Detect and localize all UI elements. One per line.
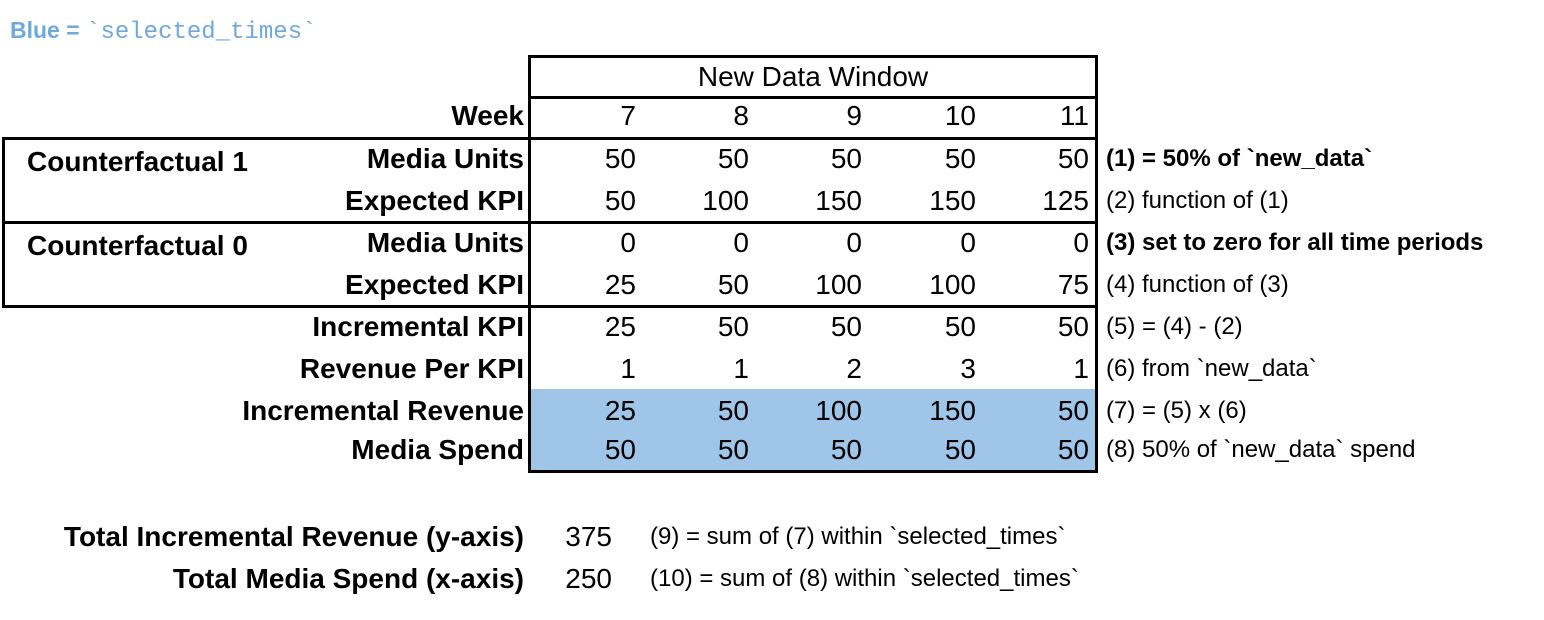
total-incremental-revenue-annotation: (9) = sum of (7) within `selected_times`	[650, 523, 1066, 550]
table-row-incremental-kpi: Incremental KPI 25 50 50 50 50 (5) = (4) - (2)	[0, 308, 1544, 346]
table-cell: 150	[929, 185, 976, 216]
table-cell: 100	[702, 185, 749, 216]
row-annotation: (4) function of (3)	[1106, 271, 1289, 298]
counterfactual-0-box: Counterfactual 0	[2, 221, 531, 308]
table-row-media-units: Media Units 0 0 0 0 0 (3) set to zero for all …	[0, 224, 1544, 262]
selected-times-highlight	[531, 389, 1095, 470]
table-cell: 100	[929, 269, 976, 300]
total-incremental-revenue-row: Total Incremental Revenue (y-axis) 375 (9)…	[0, 517, 1544, 557]
table-cell: 50	[830, 311, 862, 342]
table-cell: 0	[733, 227, 749, 258]
row-label-media-spend: Media Spend	[351, 434, 524, 465]
new-data-window-box: New Data Window	[528, 55, 1098, 99]
table-cell: 0	[960, 227, 976, 258]
table-cell: 50	[604, 185, 636, 216]
legend-note: Blue = `selected_times`	[10, 17, 317, 46]
row-label-expected-kpi: Expected KPI	[345, 185, 524, 216]
total-media-spend-value: 250	[565, 563, 612, 594]
week-label: Week	[451, 100, 524, 131]
table-cell: 0	[1073, 227, 1089, 258]
legend-note-prefix: Blue =	[10, 17, 87, 43]
counterfactual-1-label: Counterfactual 1	[27, 146, 248, 177]
table-cell: 50	[717, 395, 749, 426]
table-cell: 150	[929, 395, 976, 426]
total-media-spend-label: Total Media Spend (x-axis)	[172, 563, 524, 594]
week-cell: 9	[846, 100, 862, 131]
table-cell: 50	[1057, 311, 1089, 342]
row-label-media-units: Media Units	[366, 143, 524, 174]
table-cell: 50	[1057, 395, 1089, 426]
table-cell: 50	[717, 311, 749, 342]
table-row-expected-kpi: Expected KPI 50 100 150 150 125 (2) function o…	[0, 182, 1544, 220]
row-label-media-units: Media Units	[366, 227, 524, 258]
table-cell: 50	[944, 143, 976, 174]
week-cell: 10	[944, 100, 976, 131]
row-annotation: (5) = (4) - (2)	[1106, 313, 1243, 340]
table-cell: 50	[1057, 434, 1089, 465]
row-annotation: (2) function of (1)	[1106, 187, 1289, 214]
total-incremental-revenue-value: 375	[565, 521, 612, 552]
row-annotation: (7) = (5) x (6)	[1106, 397, 1247, 424]
row-label-incremental-kpi: Incremental KPI	[312, 311, 524, 342]
table-cell: 75	[1057, 269, 1089, 300]
table-cell: 1	[733, 353, 749, 384]
table-cell: 125	[1042, 185, 1089, 216]
table-cell: 25	[604, 269, 636, 300]
table-cell: 0	[620, 227, 636, 258]
table-cell: 150	[815, 185, 862, 216]
table-row-media-spend: Media Spend 50 50 50 50 50 (8) 50% of `new_dat…	[0, 431, 1544, 469]
total-media-spend-annotation: (10) = sum of (8) within `selected_times…	[650, 565, 1079, 592]
table-row-media-units: Media Units 50 50 50 50 50 (1) = 50% of `new_d…	[0, 140, 1544, 178]
week-row: Week 7 8 9 10 11	[0, 97, 1544, 135]
row-annotation: (1) = 50% of `new_data`	[1106, 145, 1373, 172]
table-cell: 25	[604, 311, 636, 342]
week-cell: 7	[620, 100, 636, 131]
lower-data-box	[528, 305, 1098, 473]
table-cell: 50	[717, 434, 749, 465]
table-row-expected-kpi: Expected KPI 25 50 100 100 75 (4) function of …	[0, 266, 1544, 304]
new-data-window-label: New Data Window	[697, 61, 929, 92]
counterfactual-0-label: Counterfactual 0	[27, 230, 248, 261]
legend-note-code: `selected_times`	[86, 19, 317, 46]
total-media-spend-row: Total Media Spend (x-axis) 250 (10) = sum …	[0, 559, 1544, 599]
row-annotation: (6) from `new_data`	[1106, 355, 1317, 382]
row-label-revenue-per-kpi: Revenue Per KPI	[299, 353, 524, 384]
table-cell: 0	[846, 227, 862, 258]
total-incremental-revenue-label: Total Incremental Revenue (y-axis)	[63, 521, 524, 552]
table-cell: 1	[620, 353, 636, 384]
table-cell: 50	[944, 311, 976, 342]
table-cell: 3	[960, 353, 976, 384]
row-label-incremental-revenue: Incremental Revenue	[242, 395, 524, 426]
table-cell: 2	[846, 353, 862, 384]
table-cell: 50	[830, 143, 862, 174]
table-row-incremental-revenue: Incremental Revenue 25 50 100 150 50 (7) = (5)…	[0, 392, 1544, 430]
table-cell: 100	[815, 269, 862, 300]
table-cell: 25	[604, 395, 636, 426]
table-cell: 50	[604, 434, 636, 465]
table-cell: 50	[717, 143, 749, 174]
table-row-revenue-per-kpi: Revenue Per KPI 1 1 2 3 1 (6) from `new_data`	[0, 350, 1544, 388]
week-cell: 8	[733, 100, 749, 131]
table-cell: 100	[815, 395, 862, 426]
table-cell: 50	[1057, 143, 1089, 174]
row-annotation: (3) set to zero for all time periods	[1106, 229, 1484, 256]
table-cell: 50	[830, 434, 862, 465]
table-cell: 50	[944, 434, 976, 465]
table-cell: 1	[1073, 353, 1089, 384]
row-label-expected-kpi: Expected KPI	[345, 269, 524, 300]
table-cell: 50	[604, 143, 636, 174]
table-cell: 50	[717, 269, 749, 300]
week-cell: 11	[1059, 100, 1089, 131]
row-annotation: (8) 50% of `new_data` spend	[1106, 436, 1416, 463]
